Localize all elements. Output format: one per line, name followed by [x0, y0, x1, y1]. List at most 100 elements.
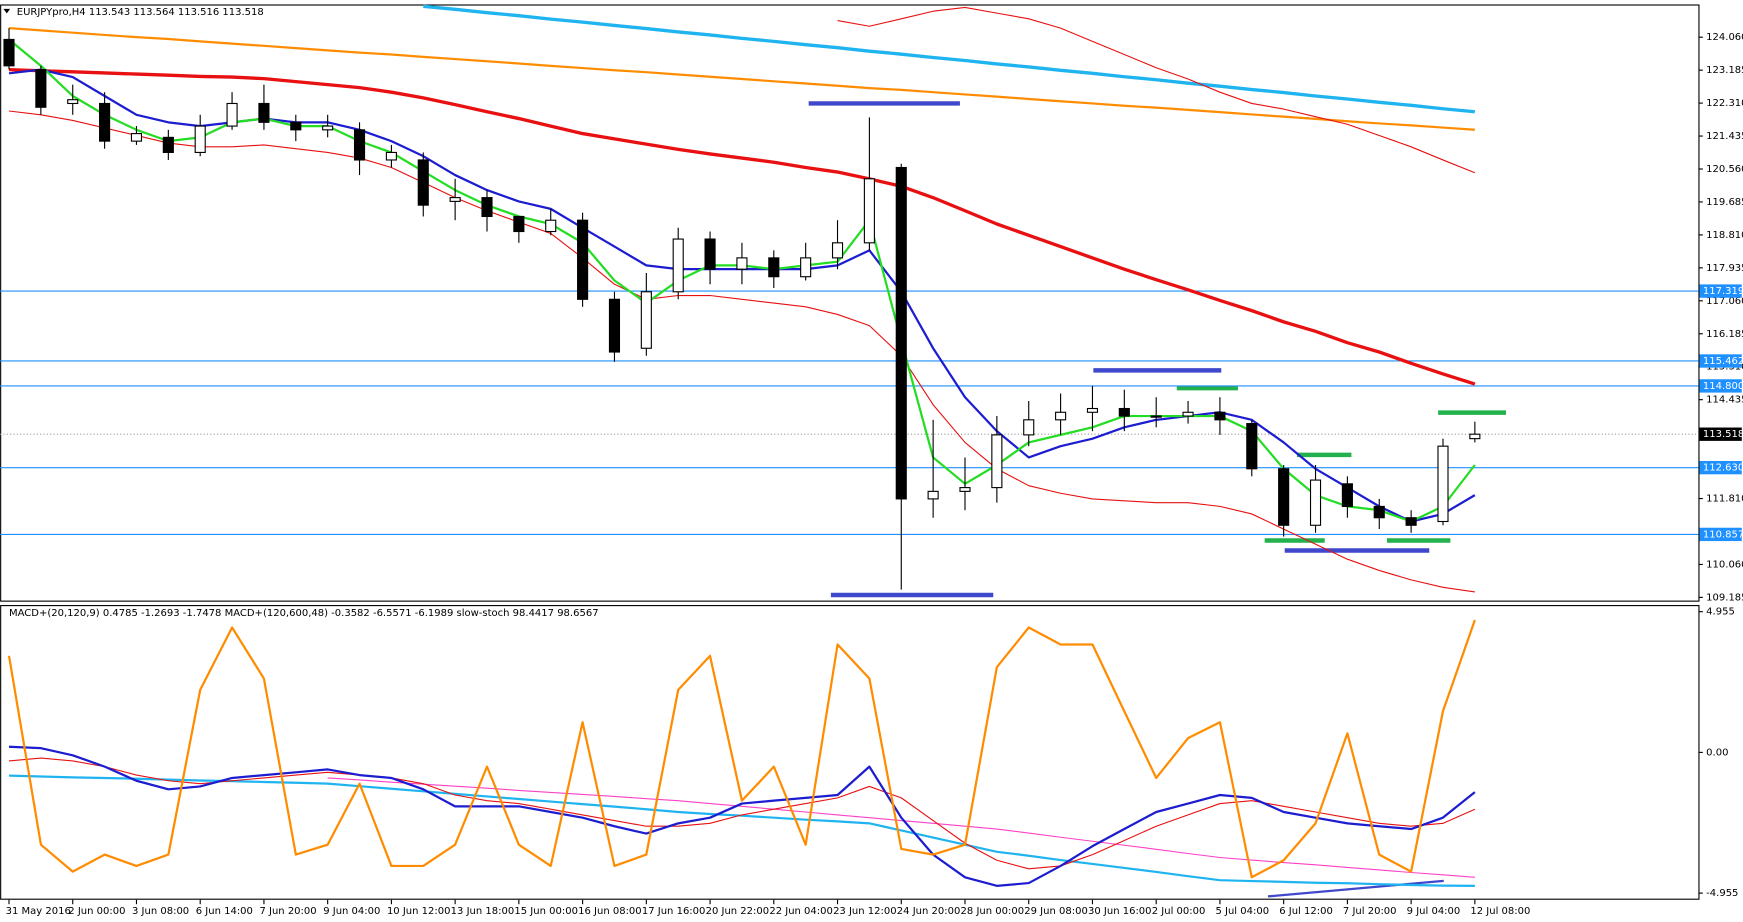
pane-1: 4.955 0.00 -4.955 — [7, 607, 1738, 899]
candle-body — [513, 215, 525, 233]
x-tick-label: 30 Jun 16:00 — [1088, 906, 1152, 917]
candle-body — [481, 197, 493, 218]
x-tick-label: 9 Jun 04:00 — [323, 906, 380, 917]
candle-body — [1086, 407, 1099, 413]
x-tick-label: 2 Jul 00:00 — [1152, 906, 1206, 917]
indicator-line — [423, 4, 1476, 114]
candle-body — [1278, 468, 1290, 526]
level-label: 117.319 — [1703, 286, 1743, 297]
candle-body — [577, 219, 589, 300]
x-tick-label: 22 Jun 04:00 — [769, 906, 833, 917]
x-tick-label: 23 Jun 12:00 — [833, 906, 897, 917]
candle-body — [768, 257, 780, 278]
candle-body — [1023, 419, 1035, 436]
candle-body — [322, 125, 334, 131]
y-tick-label: 0.00 — [1706, 747, 1728, 758]
indicator-line — [7, 619, 1476, 879]
x-tick-label: 10 Jun 12:00 — [387, 906, 451, 917]
y-tick-label: 117.935 — [1706, 263, 1743, 274]
price-pane-title: EURJPYpro,H4 113.543 113.564 113.516 113… — [17, 7, 264, 18]
y-tick-label: 122.310 — [1706, 98, 1743, 109]
y-tick-label: 119.685 — [1706, 197, 1743, 208]
level-label: 115.462 — [1703, 356, 1743, 367]
candle-body — [290, 121, 302, 131]
indicator-line — [8, 745, 1476, 887]
y-tick-label: 111.810 — [1706, 494, 1743, 505]
candle-body — [1118, 407, 1130, 417]
candle-body — [672, 238, 684, 293]
pane-0: 124.060 123.185 122.310 121.435 120.560 119.6… — [0, 4, 1743, 603]
candle-body — [449, 197, 461, 202]
divergence-line — [1267, 879, 1444, 898]
level-label-box — [1699, 460, 1742, 475]
x-tick-label: 16 Jun 08:00 — [578, 906, 642, 917]
y-tick-label: 123.185 — [1706, 65, 1743, 76]
x-tick-label: 17 Jun 16:00 — [642, 906, 706, 917]
level-label: 110.857 — [1703, 529, 1743, 540]
candle-body — [895, 166, 907, 500]
x-tick-label: 24 Jun 20:00 — [897, 906, 961, 917]
candle-body — [736, 257, 748, 270]
candle-body — [1341, 483, 1353, 507]
candle-body — [1150, 415, 1162, 418]
candle-body — [99, 102, 111, 142]
candle-body — [959, 487, 971, 492]
drawn-objects — [808, 101, 1507, 898]
candle-body — [1373, 505, 1385, 519]
candle-body — [3, 38, 15, 67]
candle-body — [831, 242, 844, 259]
x-tick-label: 2 Jun 00:00 — [68, 906, 125, 917]
x-tick-label: 7 Jul 20:00 — [1343, 906, 1397, 917]
y-tick-label: 4.955 — [1706, 607, 1735, 618]
symbol-menu[interactable] — [3, 8, 11, 14]
y-tick-label: 109.185 — [1706, 592, 1743, 603]
x-tick-label: 9 Jul 04:00 — [1407, 906, 1461, 917]
candle-body — [353, 129, 366, 161]
candle-body — [130, 133, 143, 142]
candle-body — [35, 69, 47, 108]
candle-body — [545, 219, 557, 233]
indicator-line — [8, 110, 1475, 593]
y-tick-label: 120.560 — [1706, 164, 1743, 175]
indicator-line — [8, 27, 1475, 131]
candle-body — [608, 298, 621, 353]
candle-body — [385, 151, 397, 161]
candle-body — [258, 102, 270, 123]
indicator-line — [8, 774, 1475, 887]
y-tick-label: 114.435 — [1706, 395, 1743, 406]
y-tick-label: 124.060 — [1706, 32, 1743, 43]
y-tick-label: 110.060 — [1706, 559, 1743, 570]
x-tick-label: 29 Jun 08:00 — [1024, 906, 1088, 917]
price-label: 113.518 — [1703, 429, 1743, 440]
candle-body — [991, 434, 1003, 489]
y-tick-label: -4.955 — [1706, 888, 1738, 899]
level-label: 114.800 — [1703, 381, 1743, 392]
x-tick-label: 13 Jun 18:00 — [451, 906, 515, 917]
candle-body — [1309, 479, 1322, 526]
candle-body — [67, 99, 79, 105]
x-tick-label: 12 Jul 08:00 — [1470, 906, 1530, 917]
x-tick-label: 20 Jun 22:00 — [706, 906, 770, 917]
x-tick-label: 31 May 2016 — [6, 906, 71, 917]
level-label-box — [1699, 527, 1742, 542]
candle-body — [194, 125, 206, 153]
x-tick-label: 6 Jul 12:00 — [1279, 906, 1333, 917]
x-tick-label: 6 Jun 14:00 — [196, 906, 253, 917]
indicator-line — [837, 6, 1476, 174]
x-tick-label: 5 Jul 04:00 — [1215, 906, 1269, 917]
candle-body — [417, 159, 429, 206]
level-label: 112.630 — [1703, 463, 1743, 474]
x-tick-label: 15 Jun 00:00 — [514, 906, 578, 917]
x-tick-label: 7 Jun 20:00 — [259, 906, 316, 917]
candle-body — [1055, 411, 1067, 421]
price-label-box — [1699, 427, 1742, 441]
y-tick-label: 116.185 — [1706, 329, 1743, 340]
candle-body — [1437, 445, 1449, 523]
candle-body — [1405, 517, 1417, 526]
candle-body — [927, 490, 939, 500]
candle-body — [226, 102, 238, 127]
candle-body — [1469, 433, 1481, 440]
